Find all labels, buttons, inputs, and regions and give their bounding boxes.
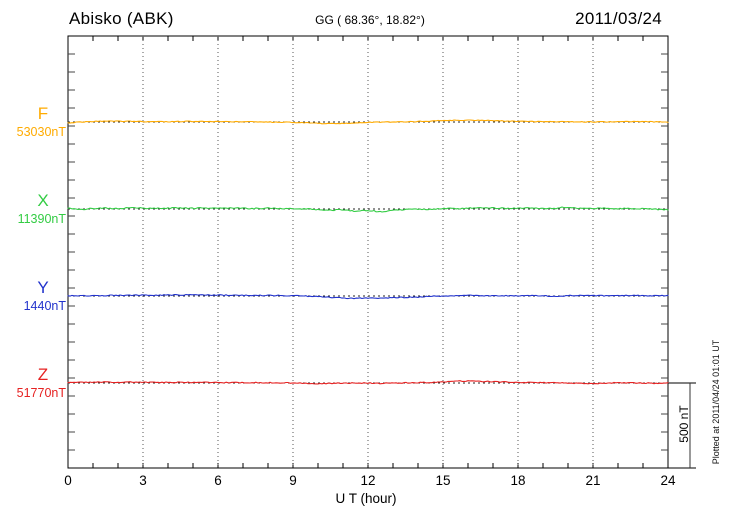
x-tick-label: 21: [585, 473, 601, 488]
trace-label-X: X: [37, 191, 49, 210]
trace-label-Y: Y: [37, 278, 49, 297]
trace-baseline-value-F: 53030nT: [16, 125, 66, 139]
trace-label-F: F: [37, 104, 49, 123]
scale-bar-label: 500 nT: [677, 405, 691, 443]
x-tick-label: 15: [435, 473, 451, 488]
plotted-at-label: Plotted at 2011/04/24 01:01 UT: [711, 339, 721, 465]
station-title: Abisko (ABK): [69, 9, 174, 28]
x-axis-title: U T (hour): [335, 491, 397, 506]
geographic-coordinates-label: GG ( 68.36°, 18.82°): [315, 13, 425, 27]
x-tick-label: 18: [510, 473, 526, 488]
x-tick-label: 3: [139, 473, 147, 488]
trace-baseline-value-Y: 1440nT: [23, 299, 66, 313]
x-tick-label: 6: [214, 473, 222, 488]
trace-baseline-value-X: 11390nT: [17, 212, 66, 226]
x-tick-label: 12: [360, 473, 376, 488]
trace-baseline-value-Z: 51770nT: [16, 386, 66, 400]
date-label: 2011/03/24: [575, 9, 662, 28]
trace-label-Z: Z: [37, 365, 49, 384]
x-tick-label: 0: [64, 473, 72, 488]
x-tick-label: 24: [660, 473, 676, 488]
x-tick-label: 9: [289, 473, 297, 488]
